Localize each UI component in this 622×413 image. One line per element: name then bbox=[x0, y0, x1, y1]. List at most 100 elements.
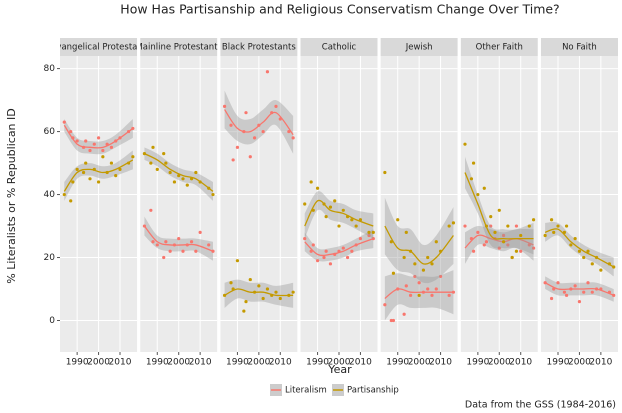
point bbox=[577, 249, 582, 253]
trend-line bbox=[304, 238, 374, 257]
point bbox=[434, 240, 438, 244]
x-axis-label: Year bbox=[327, 363, 352, 376]
point bbox=[287, 129, 291, 134]
point bbox=[151, 240, 155, 244]
point bbox=[367, 233, 371, 238]
point bbox=[109, 161, 114, 165]
point bbox=[514, 249, 519, 253]
point bbox=[168, 249, 172, 253]
point bbox=[573, 284, 577, 288]
strip-label: Catholic bbox=[322, 43, 357, 53]
point bbox=[155, 243, 159, 247]
point bbox=[582, 255, 586, 260]
x-tick-label: 2010 bbox=[349, 358, 372, 368]
point bbox=[71, 180, 75, 184]
point bbox=[417, 281, 421, 285]
point bbox=[552, 230, 556, 234]
strip-label: Evangelical Protestant bbox=[51, 43, 147, 53]
confidence-band bbox=[64, 150, 133, 201]
point bbox=[430, 293, 434, 297]
point bbox=[62, 192, 66, 197]
facet: Mainline Protestants bbox=[140, 38, 218, 352]
point bbox=[84, 139, 88, 143]
point bbox=[101, 155, 105, 159]
point bbox=[333, 199, 337, 203]
point bbox=[164, 161, 168, 165]
trend-line bbox=[384, 225, 454, 265]
point bbox=[582, 290, 586, 294]
point bbox=[109, 145, 114, 149]
point bbox=[463, 142, 467, 146]
point bbox=[489, 224, 493, 228]
strip-label: Jewish bbox=[405, 43, 433, 53]
point bbox=[402, 312, 406, 316]
trend-line bbox=[224, 288, 294, 297]
point bbox=[590, 262, 594, 266]
point bbox=[531, 218, 536, 222]
point bbox=[162, 255, 166, 260]
x-tick-label: 2010 bbox=[109, 358, 132, 368]
point bbox=[341, 208, 345, 212]
confidence-band bbox=[465, 156, 534, 255]
x-tick-label: 1990 bbox=[466, 358, 489, 368]
x-tick-label: 2010 bbox=[269, 358, 292, 368]
point bbox=[328, 205, 333, 209]
legend-label: Partisanship bbox=[347, 386, 399, 396]
point bbox=[564, 224, 569, 228]
point bbox=[149, 208, 153, 212]
point bbox=[75, 167, 79, 171]
point bbox=[162, 152, 166, 156]
point bbox=[303, 237, 307, 241]
point bbox=[341, 246, 345, 250]
y-tick-label: 80 bbox=[44, 64, 56, 74]
trend-line bbox=[63, 159, 134, 192]
point bbox=[118, 167, 122, 171]
legend-label: Literalism bbox=[285, 386, 327, 396]
point bbox=[291, 290, 295, 294]
point bbox=[81, 170, 86, 175]
point bbox=[482, 243, 486, 247]
point bbox=[391, 318, 396, 323]
point bbox=[501, 240, 506, 244]
point bbox=[75, 139, 79, 143]
point bbox=[556, 224, 560, 228]
confidence-band bbox=[64, 118, 133, 155]
x-tick-label: 2000 bbox=[167, 358, 190, 368]
point bbox=[244, 111, 248, 115]
y-tick-label: 20 bbox=[44, 253, 56, 263]
point bbox=[404, 284, 408, 288]
point bbox=[315, 259, 320, 263]
point bbox=[350, 218, 354, 222]
point bbox=[408, 293, 413, 297]
point bbox=[463, 224, 467, 228]
point bbox=[274, 290, 278, 294]
x-tick-label: 2010 bbox=[429, 358, 452, 368]
point bbox=[451, 221, 456, 225]
point bbox=[84, 161, 88, 165]
point bbox=[324, 249, 328, 253]
point bbox=[519, 233, 523, 238]
point bbox=[497, 208, 501, 212]
point bbox=[92, 142, 96, 146]
point bbox=[235, 145, 240, 149]
point bbox=[519, 249, 523, 253]
point bbox=[168, 170, 172, 175]
point bbox=[252, 136, 257, 140]
point bbox=[291, 136, 295, 140]
point bbox=[155, 167, 159, 171]
x-tick-label: 1990 bbox=[386, 358, 409, 368]
point bbox=[96, 136, 101, 140]
point bbox=[506, 243, 510, 247]
point bbox=[543, 233, 547, 238]
strip bbox=[460, 38, 538, 56]
facet: No Faith bbox=[540, 38, 618, 352]
point bbox=[181, 177, 185, 181]
point bbox=[402, 255, 406, 260]
point bbox=[235, 259, 240, 263]
point bbox=[471, 249, 476, 253]
x-tick-label: 2000 bbox=[328, 358, 351, 368]
point bbox=[337, 224, 341, 228]
point bbox=[261, 296, 265, 301]
confidence-band bbox=[384, 197, 454, 284]
